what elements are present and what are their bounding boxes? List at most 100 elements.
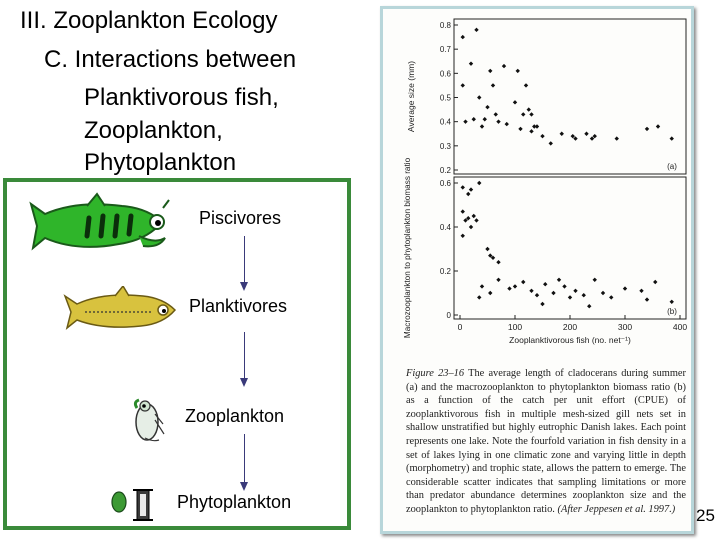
arrow-down-icon xyxy=(240,282,248,291)
arrow-down-icon xyxy=(240,378,248,387)
data-point xyxy=(501,63,507,69)
data-point xyxy=(468,224,474,230)
data-point xyxy=(466,216,471,221)
data-point xyxy=(488,253,493,258)
y-axis-label: Macrozooplankton to phytoplankton biomas… xyxy=(403,157,412,338)
piscivore-fish-icon xyxy=(29,192,170,251)
data-point xyxy=(485,104,490,110)
data-point xyxy=(490,83,496,88)
y-axis-label: Average size (mm) xyxy=(406,61,416,132)
food-web-diagram: Piscivores Planktivores Zooplankton Phyt… xyxy=(3,178,351,530)
data-point xyxy=(523,83,529,88)
data-point xyxy=(600,290,606,296)
heading-line-3: Planktivorous fish, xyxy=(84,84,279,111)
data-point xyxy=(532,124,537,129)
y-tick-label: 0.2 xyxy=(440,267,452,276)
level-label-phytoplankton: Phytoplankton xyxy=(177,492,292,512)
data-point xyxy=(490,255,496,260)
data-point xyxy=(488,68,493,74)
data-point xyxy=(512,284,518,289)
data-point xyxy=(644,297,650,302)
y-tick-label: 0.2 xyxy=(440,166,452,175)
data-point xyxy=(529,288,534,293)
data-point xyxy=(460,185,465,190)
data-point xyxy=(592,133,597,139)
arrow-line-1 xyxy=(244,236,245,284)
y-tick-label: 0.6 xyxy=(440,69,452,78)
data-point xyxy=(463,218,468,223)
data-point xyxy=(460,34,465,40)
data-point xyxy=(471,213,476,219)
level-label-piscivores: Piscivores xyxy=(199,208,282,228)
figure-caption-label: Figure 23–16 xyxy=(406,368,465,379)
data-point xyxy=(496,260,501,265)
data-point xyxy=(526,107,531,112)
data-point xyxy=(639,288,644,293)
panel-label: (b) xyxy=(667,307,677,316)
data-point xyxy=(518,126,523,132)
data-point xyxy=(540,301,545,307)
data-point xyxy=(573,136,578,141)
planktivore-fish-icon xyxy=(63,286,177,330)
data-point xyxy=(477,295,482,300)
data-point xyxy=(551,290,556,296)
data-point xyxy=(482,117,487,122)
level-label-zooplankton: Zooplankton xyxy=(185,406,285,426)
data-point xyxy=(468,187,474,192)
data-point xyxy=(521,279,526,285)
data-point xyxy=(529,112,534,117)
arrow-down-icon xyxy=(240,482,248,491)
data-point xyxy=(515,68,520,74)
data-point xyxy=(521,112,526,117)
y-tick-label: 0.5 xyxy=(440,94,452,103)
data-point xyxy=(581,293,586,298)
data-point xyxy=(488,290,493,296)
plot-frame-1 xyxy=(453,18,687,175)
scatter-figure: 0.8 0.7 0.6 0.5 0.4 0.3 0.2 (a) Average size (mm… xyxy=(403,18,687,345)
data-point xyxy=(556,277,562,282)
data-point xyxy=(479,284,485,289)
data-point xyxy=(534,124,540,129)
y-tick-label: 0.6 xyxy=(440,179,452,188)
y-tick-label: 0.8 xyxy=(440,21,452,30)
data-point xyxy=(669,299,674,304)
data-point xyxy=(589,136,595,141)
figure-panel: 0.8 0.7 0.6 0.5 0.4 0.3 0.2 (a) Average size (mm… xyxy=(380,6,694,534)
data-point xyxy=(496,277,501,282)
page-number: 25 xyxy=(696,506,715,525)
data-point xyxy=(559,131,564,136)
x-tick-label: 400 xyxy=(673,322,687,332)
data-point xyxy=(460,83,465,88)
data-point xyxy=(653,279,658,285)
data-point xyxy=(474,218,479,223)
data-point xyxy=(477,95,482,100)
data-point xyxy=(460,209,465,214)
data-point xyxy=(471,117,476,122)
data-point xyxy=(460,233,465,238)
data-point xyxy=(644,126,650,132)
data-point xyxy=(468,61,474,66)
data-point xyxy=(496,119,501,124)
x-tick-label: 300 xyxy=(618,322,632,332)
data-point xyxy=(573,288,578,293)
data-point xyxy=(592,277,597,282)
y-tick-label: 0.4 xyxy=(440,118,452,127)
data-point xyxy=(474,27,479,33)
figure-caption: Figure 23–16 The average length of clado… xyxy=(406,367,686,517)
y-tick-label: 0.4 xyxy=(440,223,452,232)
data-point xyxy=(466,191,471,197)
data-point xyxy=(655,124,661,129)
data-point xyxy=(543,282,548,287)
data-point xyxy=(504,121,509,127)
y-tick-label: 0 xyxy=(447,311,452,320)
data-point xyxy=(493,112,498,117)
phytoplankton-icon xyxy=(111,489,153,521)
heading-line-2: C. Interactions between xyxy=(44,46,297,73)
y-tick-label: 0.7 xyxy=(440,45,452,54)
data-point xyxy=(463,119,468,124)
data-point xyxy=(562,284,567,289)
arrow-line-3 xyxy=(244,434,245,484)
data-point xyxy=(567,295,573,300)
data-point xyxy=(479,124,485,129)
figure-caption-text: The average length of cladocerans during… xyxy=(406,368,686,515)
